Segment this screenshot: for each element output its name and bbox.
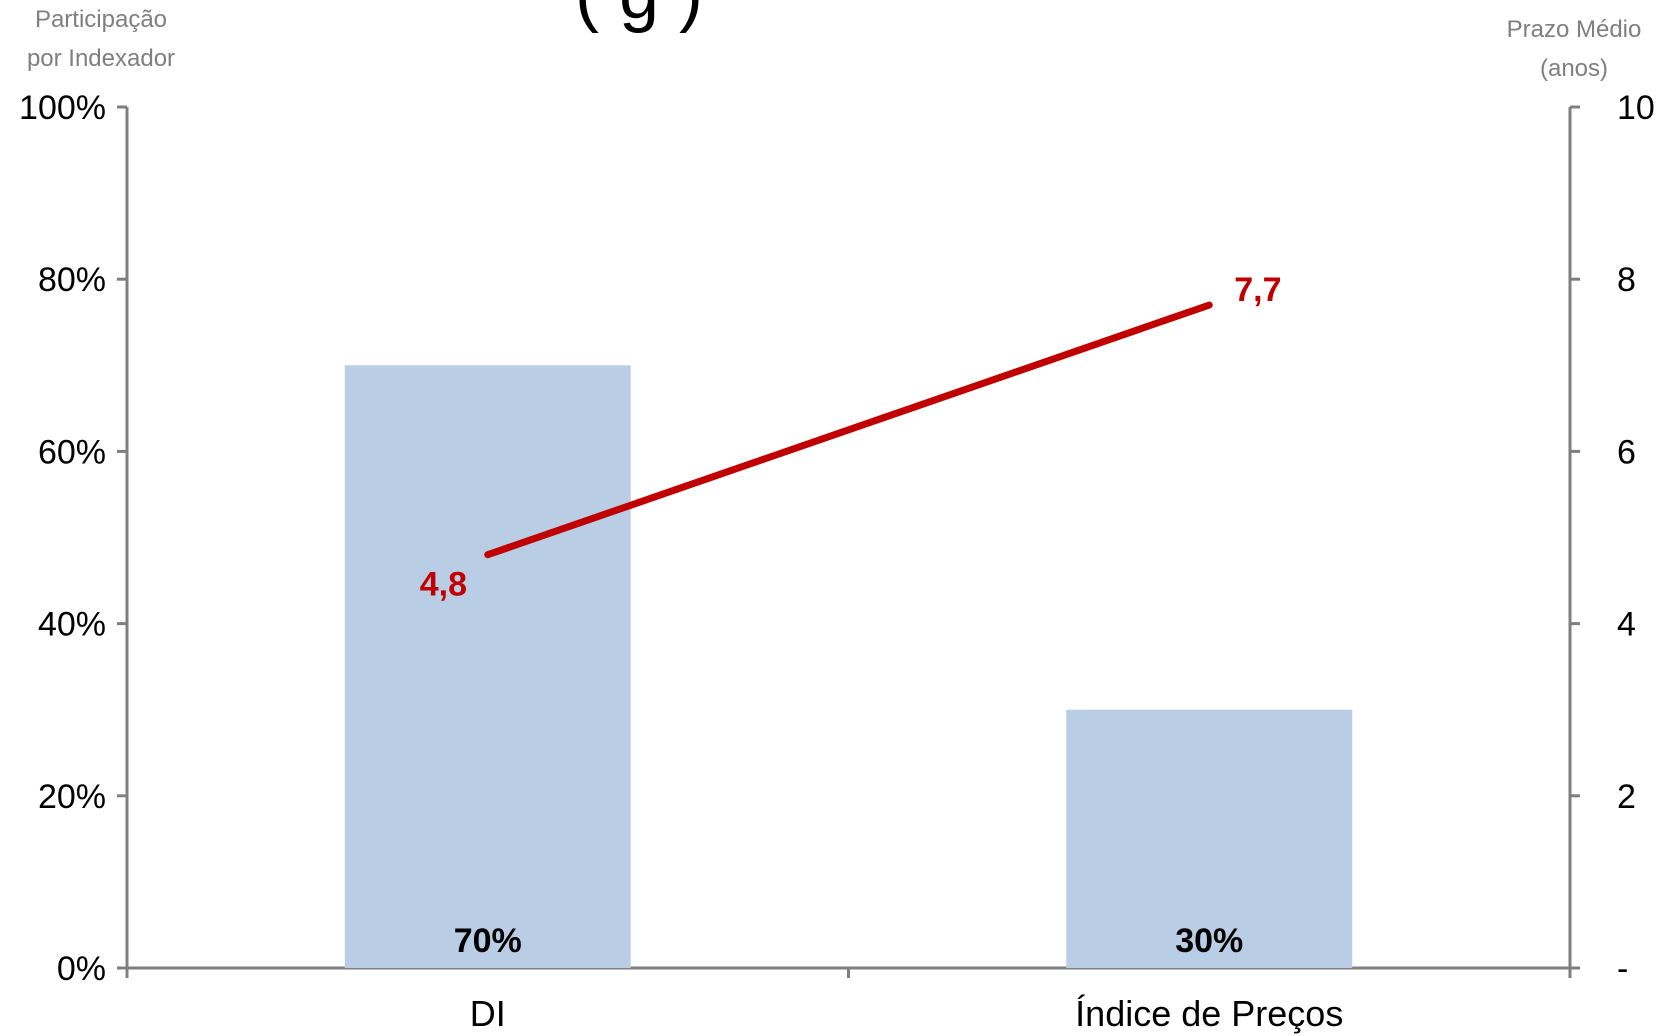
right-tick-label: 4	[1617, 606, 1636, 644]
left-axis-title-line-2: por Indexador	[27, 45, 175, 72]
bars-layer	[344, 365, 1353, 968]
right-tick-label: 6	[1617, 433, 1636, 471]
bar-data-label: 70%	[454, 922, 522, 960]
x-category-label: Índice de Preços	[1075, 993, 1343, 1034]
right-tick-label: 8	[1617, 261, 1636, 299]
left-tick-label: 80%	[38, 261, 106, 299]
left-tick-label: 100%	[19, 89, 106, 127]
line-data-label: 7,7	[1234, 271, 1281, 309]
bar	[344, 365, 631, 968]
right-axis-title-line-2: (anos)	[1540, 55, 1608, 82]
line-series	[484, 301, 1213, 559]
right-tick-label: -	[1617, 950, 1628, 988]
left-tick-label: 40%	[38, 606, 106, 644]
left-axis-title-line-1: Participação	[35, 6, 167, 33]
axes-layer: 0% 20% 40% 60% 80% 100% - 2 4 6 8 10 DI Índice de Pre…	[19, 89, 1655, 1034]
left-tick-label: 60%	[38, 433, 106, 471]
right-axis-title-line-1: Prazo Médio	[1507, 16, 1642, 43]
x-category-label: DI	[470, 993, 506, 1034]
line-layer	[484, 301, 1213, 559]
bar-data-label: 30%	[1175, 922, 1243, 960]
right-tick-label: 2	[1617, 778, 1636, 816]
left-tick-label: 0%	[57, 950, 106, 988]
left-tick-label: 20%	[38, 778, 106, 816]
bar	[1066, 709, 1353, 968]
chart-title-fragment: ( g )	[575, 0, 703, 34]
labels-layer: 70% 30% 4,8 7,7	[420, 271, 1282, 960]
line-data-label: 4,8	[420, 566, 467, 604]
right-tick-label: 10	[1617, 89, 1655, 127]
